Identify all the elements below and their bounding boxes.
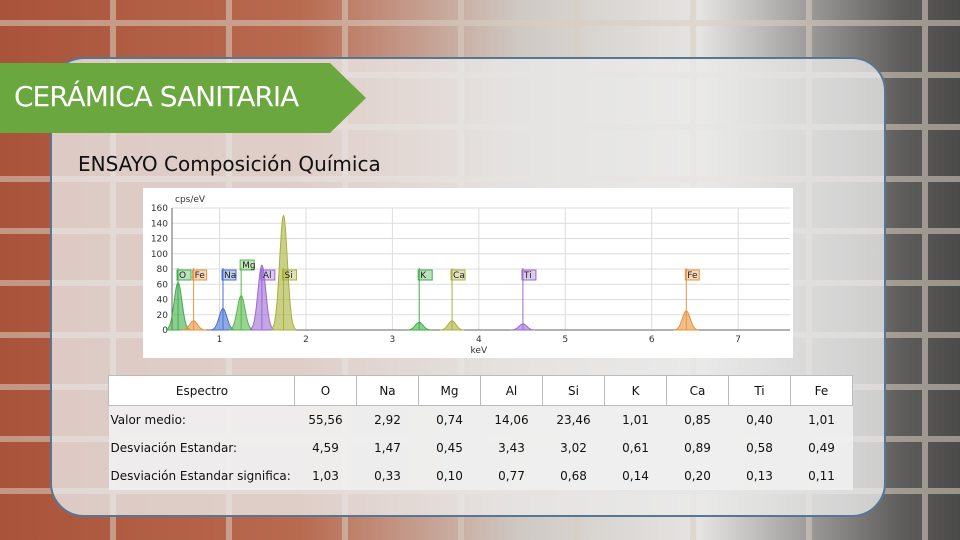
table-cell: 0,10 xyxy=(418,462,481,490)
table-cell: 4,59 xyxy=(294,434,357,462)
y-tick-label: 0 xyxy=(162,326,168,336)
table-cell: 1,47 xyxy=(356,434,419,462)
x-tick-label: 4 xyxy=(476,335,482,345)
table-cell: 0,13 xyxy=(728,462,791,490)
x-tick-label: 6 xyxy=(649,335,655,345)
y-tick-label: 100 xyxy=(151,250,168,260)
table-cell: Mg xyxy=(418,375,481,406)
x-tick-label: 1 xyxy=(217,335,223,345)
table-cell: 23,46 xyxy=(542,405,605,434)
table-cell: Al xyxy=(480,375,543,406)
table-cell: 3,02 xyxy=(542,434,605,462)
element-label: Si xyxy=(284,271,292,281)
y-tick-label: 160 xyxy=(151,204,168,214)
table-cell: 0,20 xyxy=(666,462,729,490)
y-tick-label: 80 xyxy=(157,265,169,275)
table-cell: Si xyxy=(542,375,605,406)
table-row: Desviación Estandar: 4,59 1,47 0,45 3,43 3,02… xyxy=(108,434,853,462)
y-tick-label: 120 xyxy=(151,235,168,245)
x-axis-label: keV xyxy=(471,346,488,356)
x-tick-label: 7 xyxy=(735,335,741,345)
table-cell: 3,43 xyxy=(480,434,543,462)
x-tick-label: 3 xyxy=(390,335,396,345)
table-cell: 0,45 xyxy=(418,434,481,462)
table-cell: 0,49 xyxy=(790,434,853,462)
table-cell: 0,61 xyxy=(604,434,667,462)
y-axis-label: cps/eV xyxy=(175,195,206,205)
element-label: Ca xyxy=(453,271,465,281)
table-cell: Na xyxy=(356,375,419,406)
table-cell: 0,89 xyxy=(666,434,729,462)
table-cell: 14,06 xyxy=(480,405,543,434)
element-label-box xyxy=(239,259,255,271)
element-label: Fe xyxy=(195,271,206,281)
y-tick-label: 40 xyxy=(157,296,169,306)
table-cell: 0,77 xyxy=(480,462,543,490)
table-cell: 55,56 xyxy=(294,405,357,434)
table-cell: 1,03 xyxy=(294,462,357,490)
element-label-box xyxy=(192,269,208,281)
element-label: K xyxy=(420,271,427,281)
y-tick-label: 60 xyxy=(157,280,169,290)
table-cell: 1,01 xyxy=(604,405,667,434)
element-label: Fe xyxy=(687,271,698,281)
element-label-box xyxy=(281,269,297,281)
x-tick-label: 2 xyxy=(303,335,309,345)
spectrum-chart: cps/eV 0 20 40 60 80 100 120 140 160 1 2 3 4 5 6 7 keV O Fe… xyxy=(143,188,793,358)
table-cell: 1,01 xyxy=(790,405,853,434)
element-label: Ti xyxy=(523,271,532,281)
element-label: Na xyxy=(224,271,236,281)
element-label-box xyxy=(521,269,537,281)
banner-shape xyxy=(0,63,366,133)
table-cell: 0,14 xyxy=(604,462,667,490)
y-tick-label: 140 xyxy=(151,219,168,229)
table-cell: 2,92 xyxy=(356,405,419,434)
table-cell: Espectro xyxy=(108,375,295,406)
table-cell: O xyxy=(294,375,357,406)
table-cell: 0,11 xyxy=(790,462,853,490)
table-cell: Fe xyxy=(790,375,853,406)
table-cell: K xyxy=(604,375,667,406)
element-label: Mg xyxy=(242,261,255,271)
table-cell: Valor medio: xyxy=(108,405,295,434)
banner-title: CERÁMICA SANITARIA xyxy=(14,80,299,113)
element-label-box xyxy=(260,269,276,281)
element-label: O xyxy=(179,271,186,281)
table-cell: 0,33 xyxy=(356,462,419,490)
table-cell: Desviación Estandar significa: xyxy=(108,462,295,490)
subtitle: ENSAYO Composición Química xyxy=(78,152,381,176)
table-header: Espectro O Na Mg Al Si K Ca Ti Fe xyxy=(108,375,853,406)
table-cell: 0,40 xyxy=(728,405,791,434)
table-cell: 0,58 xyxy=(728,434,791,462)
table-row: Desviación Estandar significa: 1,03 0,33 0,… xyxy=(108,462,853,490)
element-label: Al xyxy=(263,271,272,281)
table-cell: Desviación Estandar: xyxy=(108,434,295,462)
x-tick-label: 5 xyxy=(562,335,568,345)
table-cell: 0,68 xyxy=(542,462,605,490)
table-cell: 0,74 xyxy=(418,405,481,434)
table-cell: Ca xyxy=(666,375,729,406)
element-label-box xyxy=(221,269,237,281)
composition-table: Espectro O Na Mg Al Si K Ca Ti Fe Valor medio: 55,5… xyxy=(108,375,853,490)
element-label-box xyxy=(417,269,433,281)
table-row: Valor medio: 55,56 2,92 0,74 14,06 23,46 1,01 0… xyxy=(108,405,853,434)
y-tick-label: 20 xyxy=(157,311,169,321)
element-label-box xyxy=(684,269,700,281)
table-cell: 0,85 xyxy=(666,405,729,434)
element-label-box xyxy=(450,269,466,281)
table-cell: Ti xyxy=(728,375,791,406)
element-label-box xyxy=(176,269,192,281)
